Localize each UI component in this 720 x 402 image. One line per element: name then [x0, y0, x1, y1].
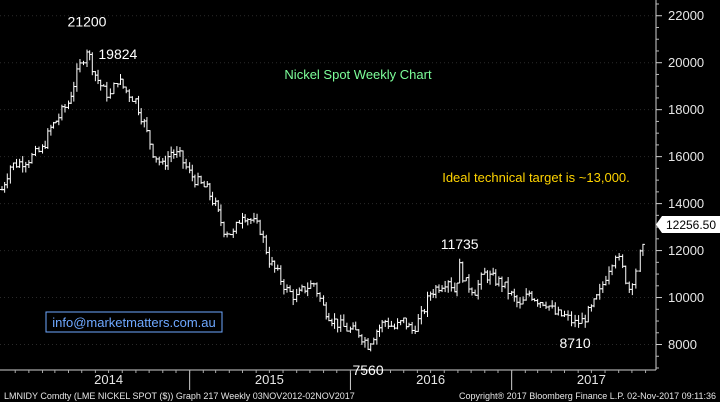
grid-lines	[0, 15, 656, 346]
year-label: 2016	[416, 372, 445, 387]
target-annotation: Ideal technical target is ~13,000.	[442, 170, 630, 185]
y-tick-label: 16000	[668, 149, 704, 164]
y-tick-label: 20000	[668, 55, 704, 70]
y-tick-label: 14000	[668, 196, 704, 211]
last-price-tag: 12256.50	[656, 216, 720, 233]
y-axis: 8000 10000 12000 14000 16000 18000 20000 22000	[655, 0, 704, 370]
x-axis: 2014 2015 2016 2017	[0, 369, 656, 390]
callout-label: 7560	[352, 362, 383, 378]
price-bar	[111, 82, 116, 95]
y-tick-label: 10000	[668, 290, 704, 305]
watermark-box	[45, 311, 223, 333]
year-label: 2015	[255, 372, 284, 387]
callout-label: 19824	[98, 46, 137, 62]
y-tick-label: 12000	[668, 243, 704, 258]
price-bars	[0, 49, 645, 352]
y-tick-label: 8000	[668, 337, 697, 352]
watermark-email: info@marketmatters.com.au	[52, 315, 215, 330]
year-label: 2017	[577, 372, 606, 387]
footer-bar	[0, 390, 720, 402]
footer-security-info: LMNIDY Comdty (LME NICKEL SPOT ($)) Grap…	[4, 391, 355, 401]
callout-label: 21200	[68, 14, 107, 30]
footer-copyright: Copyright® 2017 Bloomberg Finance L.P. 0…	[459, 391, 716, 401]
y-tick-label: 22000	[668, 8, 704, 23]
price-bar	[633, 268, 638, 289]
price-bar	[640, 243, 645, 256]
price-callouts: 21200 19824 7560 11735 8710	[68, 14, 591, 378]
callout-label: 11735	[441, 236, 479, 252]
callout-label: 8710	[560, 335, 591, 351]
chart-title: Nickel Spot Weekly Chart	[284, 67, 432, 82]
last-price-label: 12256.50	[666, 218, 716, 232]
y-tick-label: 18000	[668, 102, 704, 117]
year-label: 2014	[94, 372, 123, 387]
